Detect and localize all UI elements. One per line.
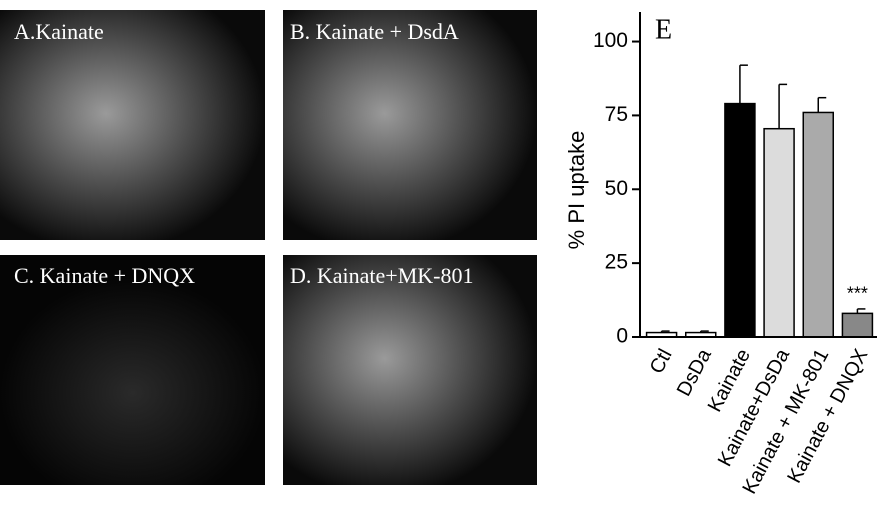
panel-label: B. Kainate + DsdA: [290, 19, 459, 44]
y-tick-label: 75: [605, 103, 628, 126]
panel-a: A.Kainate: [0, 10, 265, 240]
panel-b: B. Kainate + DsdA: [283, 10, 537, 240]
x-tick-label: DsDa: [673, 345, 716, 400]
bar: [724, 102, 756, 338]
y-tick-label: 50: [605, 177, 628, 200]
bar: [841, 312, 874, 338]
panel-d: D. Kainate+MK-801: [283, 255, 537, 485]
panel-label: C. Kainate + DNQX: [14, 263, 195, 288]
annotation: ***: [847, 284, 868, 304]
bar: [802, 111, 834, 338]
bar: [763, 127, 795, 338]
x-tick-label: Ctl: [646, 345, 677, 377]
panel-label: D. Kainate+MK-801: [290, 263, 473, 288]
y-tick-label: 0: [616, 325, 628, 348]
panel-c: C. Kainate + DNQX: [0, 255, 265, 485]
panel-label: A.Kainate: [14, 19, 104, 44]
y-axis-label: % PI uptake: [564, 131, 589, 250]
y-tick-label: 100: [593, 29, 628, 52]
chart-title: E: [655, 14, 672, 45]
y-tick-label: 25: [605, 251, 628, 274]
